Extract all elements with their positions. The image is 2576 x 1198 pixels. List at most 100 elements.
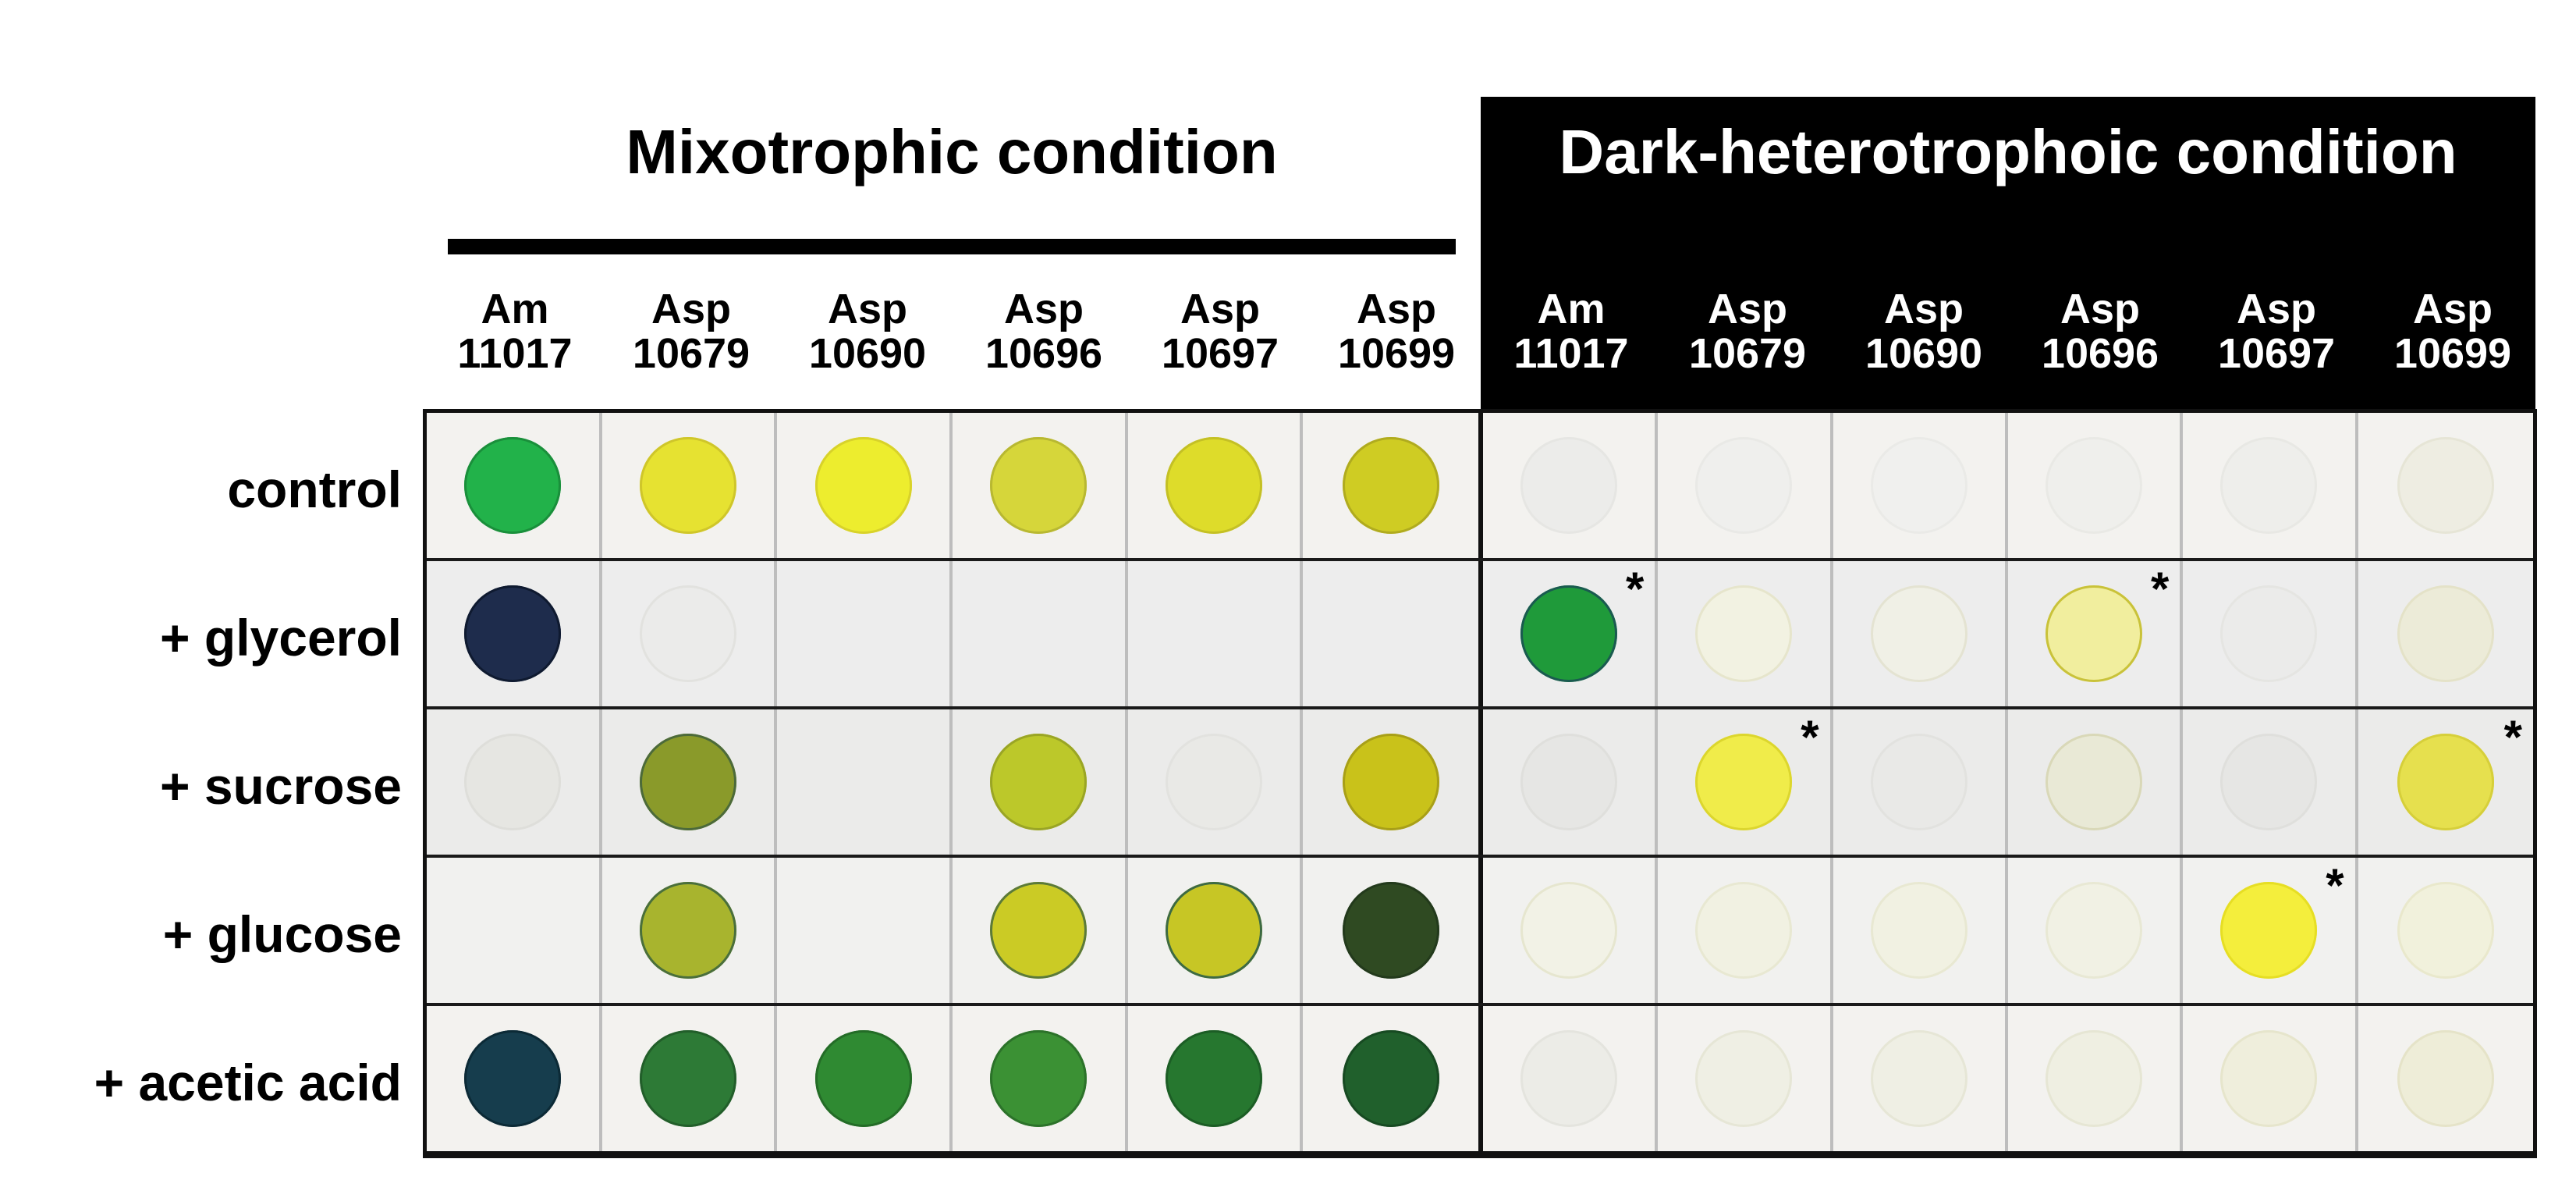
plate-cell xyxy=(2183,1006,2358,1151)
plate-cell xyxy=(1658,413,1833,558)
colony-spot xyxy=(990,437,1088,534)
plate-cell xyxy=(2008,709,2184,855)
plate-cell xyxy=(1833,1006,2008,1151)
plate-cell xyxy=(427,413,602,558)
condition-divider xyxy=(1478,409,1483,1158)
colony-spot xyxy=(2397,734,2494,830)
plate-cell xyxy=(2183,413,2358,558)
colony-spot xyxy=(2220,882,2318,979)
colony-spot xyxy=(464,585,562,682)
strain-number: 10699 xyxy=(2393,330,2512,377)
strain-number: 10699 xyxy=(1337,330,1456,377)
treatment-label-glycerol: + glycerol xyxy=(160,609,402,667)
strain-number: 10690 xyxy=(1865,330,1983,377)
row-separator xyxy=(427,1003,2533,1006)
row-separator xyxy=(427,706,2533,709)
colony-spot xyxy=(2397,882,2494,979)
plate-cell xyxy=(2183,709,2358,855)
strain-header-mixotrophic-asp-10696: Asp 10696 xyxy=(956,281,1132,382)
treatment-label-acetic-acid: + acetic acid xyxy=(94,1054,402,1111)
plate-cell: * xyxy=(1483,561,1659,706)
colony-spot xyxy=(2220,585,2318,682)
colony-spot xyxy=(1870,734,1967,830)
treatment-label-control: control xyxy=(227,460,402,518)
significance-star: * xyxy=(2503,711,2522,763)
colony-spot xyxy=(1342,437,1439,534)
colony-spot xyxy=(814,437,912,534)
strain-number: 10697 xyxy=(1161,330,1279,377)
colony-spot xyxy=(2397,585,2494,682)
plate-cell xyxy=(1303,858,1478,1003)
strain-genus: Am xyxy=(481,286,549,333)
plate-cell xyxy=(2008,1006,2184,1151)
dark-condition-header-background xyxy=(1481,97,2535,414)
plate-cell xyxy=(777,413,953,558)
plate-cell xyxy=(1833,709,2008,855)
colony-spot xyxy=(1695,437,1793,534)
colony-spot xyxy=(1165,1030,1262,1127)
strain-genus: Asp xyxy=(651,286,731,333)
plate-cell xyxy=(601,413,778,558)
colony-spot xyxy=(639,1030,736,1127)
plate-cell xyxy=(777,561,953,706)
plate-cell xyxy=(601,561,778,706)
colony-spot xyxy=(464,1030,562,1127)
plate-cell xyxy=(2008,413,2184,558)
plate-cell xyxy=(1303,413,1478,558)
colony-spot xyxy=(990,882,1088,979)
strain-header-mixotrophic-am-11017: Am 11017 xyxy=(427,281,603,382)
colony-spot xyxy=(1870,882,1967,979)
colony-spot xyxy=(464,437,562,534)
colony-spot xyxy=(2046,882,2143,979)
plate-cell xyxy=(2358,561,2533,706)
strain-number: 10690 xyxy=(808,330,927,377)
plate-cell xyxy=(1303,709,1478,855)
plate-cell xyxy=(1127,858,1304,1003)
colony-spot xyxy=(639,882,736,979)
plate-cell xyxy=(953,1006,1128,1151)
mixotrophic-condition-title: Mixotrophic condition xyxy=(626,117,1278,187)
strain-genus: Asp xyxy=(1180,286,1260,333)
plate-cell: * xyxy=(2183,858,2358,1003)
plate-cell xyxy=(1127,1006,1304,1151)
colony-spot xyxy=(2220,734,2318,830)
strain-number: 10696 xyxy=(985,330,1103,377)
row-separator xyxy=(427,558,2533,561)
colony-spot xyxy=(990,734,1088,830)
plate-cell xyxy=(777,1006,953,1151)
colony-spot xyxy=(2220,437,2318,534)
colony-spot xyxy=(1342,1030,1439,1127)
strain-genus: Asp xyxy=(1003,286,1084,333)
plate-cell xyxy=(1483,858,1659,1003)
colony-spot xyxy=(990,1030,1088,1127)
plate-cell xyxy=(1303,1006,1478,1151)
strain-genus: Am xyxy=(1537,286,1606,333)
colony-spot xyxy=(639,437,736,534)
plate-cell xyxy=(427,709,602,855)
colony-spot xyxy=(639,734,736,830)
plate-cell xyxy=(2008,858,2184,1003)
plate-cell xyxy=(601,1006,778,1151)
colony-spot xyxy=(2046,437,2143,534)
plate-cell xyxy=(1658,561,1833,706)
colony-spot xyxy=(814,1030,912,1127)
colony-spot xyxy=(1520,882,1618,979)
strain-number: 10679 xyxy=(632,330,750,377)
plate-cell xyxy=(1127,709,1304,855)
strain-header-dark-asp-10690: Asp 10690 xyxy=(1836,281,2012,382)
colony-spot xyxy=(1870,437,1967,534)
colony-spot xyxy=(1165,437,1262,534)
treatment-label-sucrose: + sucrose xyxy=(159,757,402,815)
colony-spot xyxy=(1165,882,1262,979)
strain-number: 11017 xyxy=(1513,330,1629,377)
plate-cell xyxy=(2358,858,2533,1003)
plate-cell xyxy=(1833,858,2008,1003)
strain-genus: Asp xyxy=(2236,286,2316,333)
mixotrophic-condition-bar xyxy=(448,239,1456,254)
strain-header-mixotrophic-asp-10699: Asp 10699 xyxy=(1308,281,1485,382)
plate-cell xyxy=(953,858,1128,1003)
plate-cell xyxy=(1658,1006,1833,1151)
colony-spot xyxy=(1695,734,1793,830)
row-separator xyxy=(427,855,2533,858)
dark-heterotrophic-condition-title: Dark-heterotrophoic condition xyxy=(1559,117,2457,187)
